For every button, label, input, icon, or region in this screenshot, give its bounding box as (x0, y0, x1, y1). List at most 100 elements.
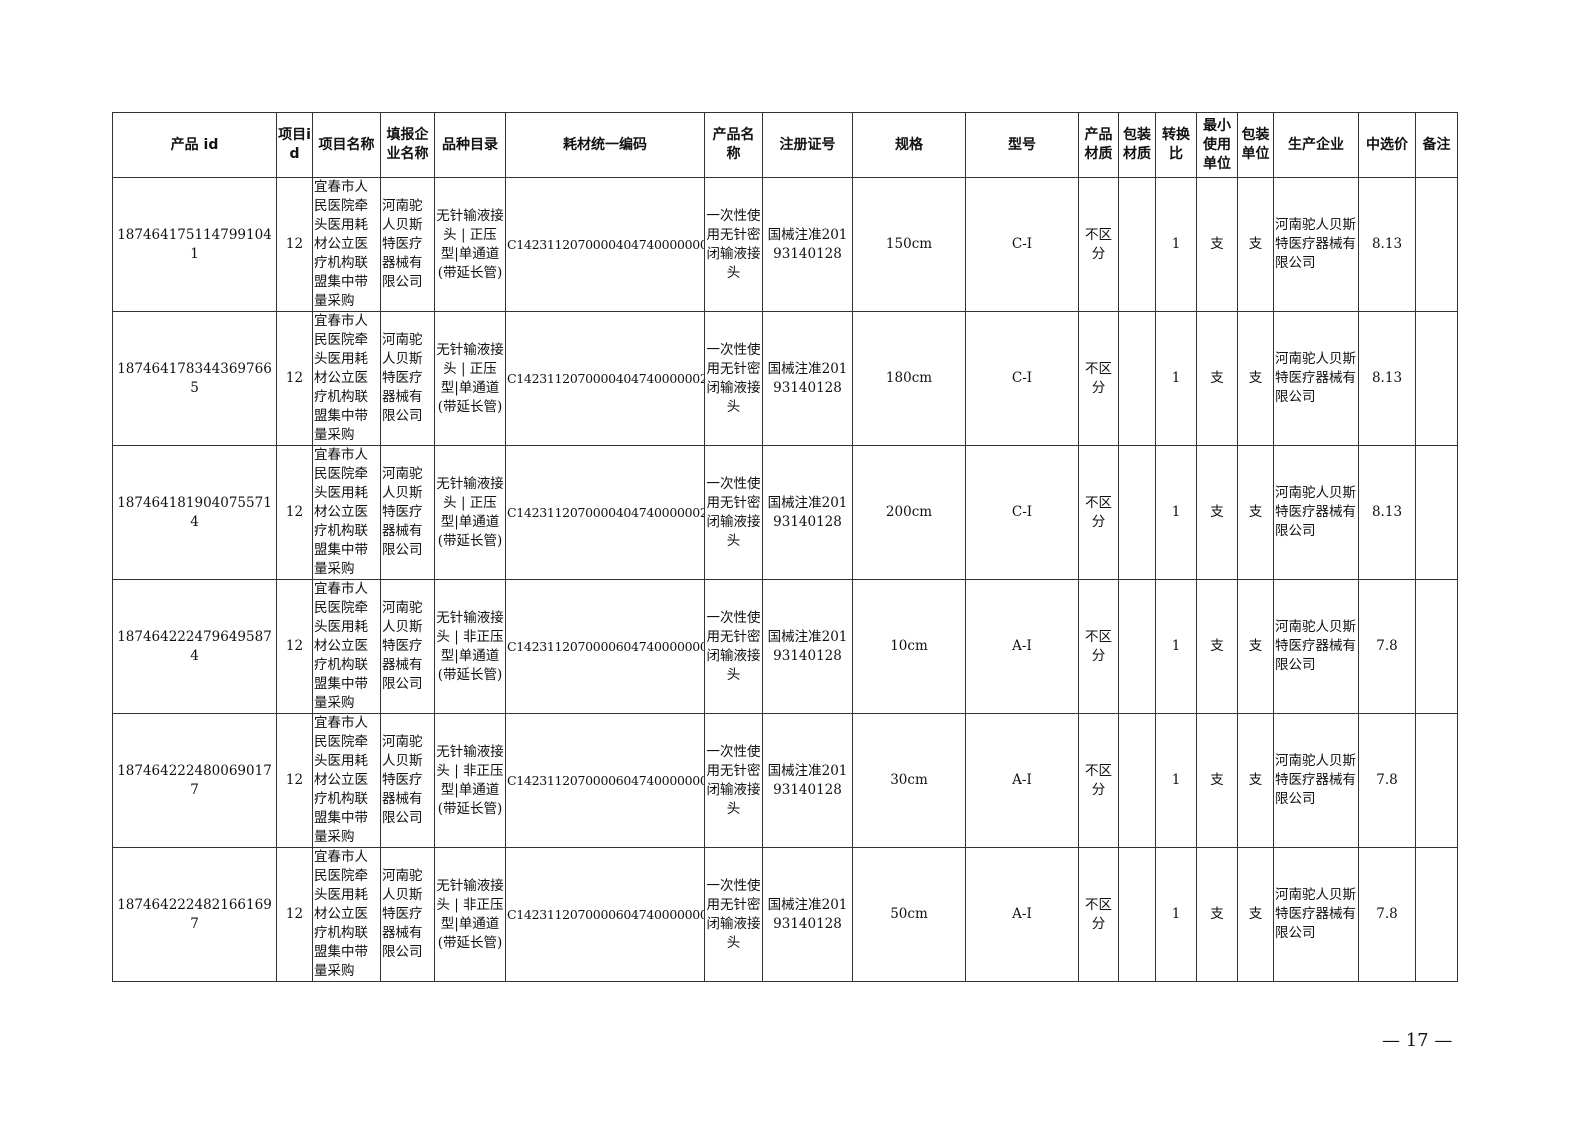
table-cell: C-I (965, 445, 1079, 580)
table-cell: 支 (1237, 445, 1274, 580)
table-cell: 无针输液接头 | 非正压型|单通道(带延长管) (434, 847, 506, 982)
table-row: 1874642224821661697 12 宜春市人民医院牵头医用耗材公立医疗机构… (112, 847, 1458, 982)
column-header: 型号 (965, 112, 1079, 178)
table-cell: 河南驼人贝斯特医疗器械有限公司 (1273, 445, 1359, 580)
table-cell: 宜春市人民医院牵头医用耗材公立医疗机构联盟集中带量采购 (312, 311, 381, 446)
column-header: 备注 (1415, 112, 1458, 178)
column-header: 填报企业名称 (380, 112, 435, 178)
table-cell: 支 (1196, 713, 1238, 848)
table-cell: 7.8 (1358, 713, 1416, 848)
table-cell: 200cm (852, 445, 966, 580)
table-cell (1415, 177, 1458, 312)
table-cell: 不区分 (1078, 177, 1119, 312)
table-cell: 50cm (852, 847, 966, 982)
column-header: 中选价 (1358, 112, 1416, 178)
table-cell: 180cm (852, 311, 966, 446)
table-cell (1415, 579, 1458, 714)
column-header: 项目id (276, 112, 313, 178)
table-cell: C14231120700004047400000007 (505, 177, 705, 312)
table-cell: 支 (1237, 579, 1274, 714)
table-cell (1118, 177, 1156, 312)
table-cell: 河南驼人贝斯特医疗器械有限公司 (380, 177, 435, 312)
table-cell: 1 (1155, 445, 1197, 580)
table-cell: 12 (276, 445, 313, 580)
table-cell: 10cm (852, 579, 966, 714)
table-cell: 30cm (852, 713, 966, 848)
table-cell: 一次性使用无针密闭输液接头 (704, 311, 763, 446)
table-cell: 宜春市人民医院牵头医用耗材公立医疗机构联盟集中带量采购 (312, 713, 381, 848)
table-cell: C-I (965, 177, 1079, 312)
table-cell: 12 (276, 713, 313, 848)
table-row: 1874641751147991041 12 宜春市人民医院牵头医用耗材公立医疗机构… (112, 177, 1458, 312)
table-cell: 国械注准20193140128 (762, 713, 853, 848)
table-cell (1415, 713, 1458, 848)
table-cell (1118, 579, 1156, 714)
table-cell: 河南驼人贝斯特医疗器械有限公司 (380, 713, 435, 848)
table-cell: 不区分 (1078, 713, 1119, 848)
table-cell: 无针输液接头 | 正压型|单通道(带延长管) (434, 445, 506, 580)
table-cell: 1 (1155, 713, 1197, 848)
table-cell: 河南驼人贝斯特医疗器械有限公司 (1273, 713, 1359, 848)
column-header: 规格 (852, 112, 966, 178)
column-header: 项目名称 (312, 112, 381, 178)
table-row: 1874642224800690177 12 宜春市人民医院牵头医用耗材公立医疗机构… (112, 713, 1458, 848)
table-cell: 1874641819040755714 (112, 445, 277, 580)
table-cell: 一次性使用无针密闭输液接头 (704, 579, 763, 714)
table-cell: 支 (1196, 445, 1238, 580)
table-cell: 国械注准20193140128 (762, 177, 853, 312)
column-header: 注册证号 (762, 112, 853, 178)
table-cell: 1874642224821661697 (112, 847, 277, 982)
table-cell: C14231120700004047400000020 (505, 311, 705, 446)
table-cell: 国械注准20193140128 (762, 311, 853, 446)
table-cell: 12 (276, 579, 313, 714)
table-cell: 1 (1155, 311, 1197, 446)
table-cell (1118, 311, 1156, 446)
table-cell: 一次性使用无针密闭输液接头 (704, 445, 763, 580)
table-cell: 河南驼人贝斯特医疗器械有限公司 (1273, 177, 1359, 312)
table-cell: 支 (1196, 177, 1238, 312)
table-header-row: 产品 id 项目id 项目名称 填报企业名称 品种目录 耗材统一编码 产品名称 注册证号 规格型… (112, 112, 1458, 178)
table-cell: 无针输液接头 | 非正压型|单通道(带延长管) (434, 579, 506, 714)
table-cell: 1874641751147991041 (112, 177, 277, 312)
table-cell (1415, 445, 1458, 580)
table-cell: 7.8 (1358, 847, 1416, 982)
table-cell: 不区分 (1078, 445, 1119, 580)
table-cell: 1 (1155, 579, 1197, 714)
table-cell: C14231120700006047400000007 (505, 579, 705, 714)
table-cell: 12 (276, 311, 313, 446)
table-cell: 无针输液接头 | 正压型|单通道(带延长管) (434, 177, 506, 312)
table-cell: 150cm (852, 177, 966, 312)
table-cell: 国械注准20193140128 (762, 445, 853, 580)
table-cell: 1 (1155, 847, 1197, 982)
column-header: 产品 id (112, 112, 277, 178)
table-cell: 12 (276, 847, 313, 982)
table-cell (1118, 713, 1156, 848)
table-cell: 河南驼人贝斯特医疗器械有限公司 (1273, 579, 1359, 714)
table-cell: 支 (1237, 847, 1274, 982)
table-cell: C14231120700004047400000021 (505, 445, 705, 580)
table-cell: 8.13 (1358, 445, 1416, 580)
table-cell: 支 (1196, 847, 1238, 982)
table-cell: 1 (1155, 177, 1197, 312)
table-row: 1874641819040755714 12 宜春市人民医院牵头医用耗材公立医疗机构… (112, 445, 1458, 580)
table-row: 1874642224796495874 12 宜春市人民医院牵头医用耗材公立医疗机构… (112, 579, 1458, 714)
table-cell: 不区分 (1078, 311, 1119, 446)
table-cell (1415, 311, 1458, 446)
table-cell: 一次性使用无针密闭输液接头 (704, 847, 763, 982)
table-cell: 国械注准20193140128 (762, 579, 853, 714)
table-cell: 12 (276, 177, 313, 312)
table-cell: 宜春市人民医院牵头医用耗材公立医疗机构联盟集中带量采购 (312, 579, 381, 714)
table-cell: A-I (965, 579, 1079, 714)
table-cell: 河南驼人贝斯特医疗器械有限公司 (380, 847, 435, 982)
table-cell: C-I (965, 311, 1079, 446)
table-cell: 支 (1196, 579, 1238, 714)
column-header: 包装单位 (1237, 112, 1274, 178)
column-header: 最小使用单位 (1196, 112, 1238, 178)
table-cell: 宜春市人民医院牵头医用耗材公立医疗机构联盟集中带量采购 (312, 177, 381, 312)
table-cell: 一次性使用无针密闭输液接头 (704, 177, 763, 312)
table-cell: 无针输液接头 | 正压型|单通道(带延长管) (434, 311, 506, 446)
table-cell: 8.13 (1358, 177, 1416, 312)
column-header: 包装材质 (1118, 112, 1156, 178)
table-cell: 宜春市人民医院牵头医用耗材公立医疗机构联盟集中带量采购 (312, 847, 381, 982)
table-cell: 支 (1237, 177, 1274, 312)
